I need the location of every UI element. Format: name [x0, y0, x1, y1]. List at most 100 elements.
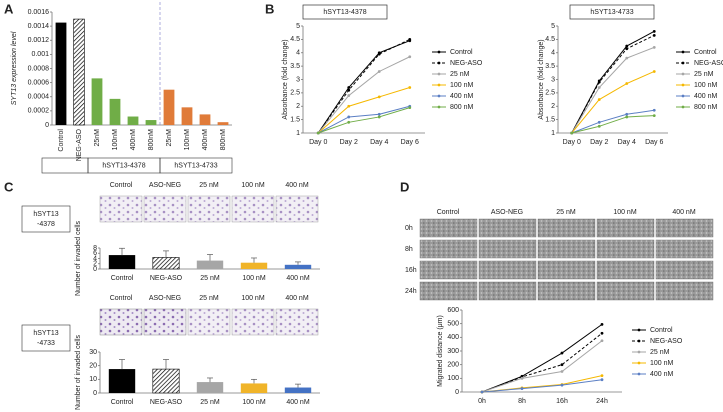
point: [347, 94, 351, 97]
y-tick-label: 0: [45, 122, 49, 129]
point: [560, 351, 564, 355]
image-header: Control: [110, 295, 133, 302]
y-tick-label: 6: [93, 250, 97, 257]
x-tick-label: Day 4: [618, 139, 636, 146]
x-tick-label: Day 6: [645, 139, 663, 146]
bar: [284, 264, 312, 269]
legend-marker: [681, 72, 685, 76]
point: [377, 70, 381, 73]
point: [347, 86, 351, 89]
point: [377, 52, 381, 56]
point: [600, 331, 604, 335]
wound-image: [655, 218, 714, 238]
image-header: 400 nM: [285, 295, 309, 302]
point: [377, 95, 381, 99]
x-tick-label: Day 4: [370, 139, 388, 146]
panel-label: A: [4, 1, 14, 16]
bar: [152, 257, 180, 270]
series-line: [318, 107, 410, 134]
y-tick-label: 5: [296, 23, 300, 30]
bar: [240, 383, 268, 393]
wound-image: [655, 281, 714, 301]
y-tick-label: 200: [447, 362, 459, 369]
point: [597, 98, 601, 101]
series-line: [318, 105, 410, 134]
bar: [196, 382, 224, 393]
y-tick-label: 4: [296, 50, 300, 57]
legend-label: 100 nM: [650, 360, 674, 367]
legend-label: 25 nM: [450, 71, 470, 78]
legend-label: Control: [650, 327, 673, 334]
legend-label: 400 nM: [650, 371, 674, 378]
point: [652, 114, 656, 118]
image-header: 100 nM: [241, 295, 265, 302]
legend-marker: [681, 94, 685, 98]
point: [652, 29, 656, 33]
group-box: [159, 157, 233, 174]
group-label: hSYT13-4378: [102, 162, 145, 169]
y-tick-label: 0.0014: [28, 23, 50, 30]
y-tick-label: 5: [551, 23, 555, 30]
y-tick-label: 3.5: [545, 63, 555, 70]
wound-image: [478, 239, 537, 259]
wound-image: [596, 260, 655, 280]
chart-title: hSYT13-4733: [590, 9, 633, 16]
point: [600, 339, 604, 343]
wound-image: [478, 281, 537, 301]
image-header: 100 nM: [241, 182, 265, 189]
y-tick-label: 0.0004: [28, 94, 50, 101]
bar: [55, 22, 67, 125]
legend-label: NEG-ASO: [450, 60, 483, 67]
y-axis-label: Number of invaded cells: [75, 220, 82, 296]
wound-image: [537, 239, 596, 259]
micrograph: [143, 195, 187, 223]
micrograph: [99, 195, 143, 223]
point: [625, 44, 629, 48]
legend-marker: [681, 83, 685, 87]
legend-label: NEG-ASO: [650, 338, 683, 345]
bar: [91, 78, 103, 125]
bar: [108, 255, 136, 269]
x-tick-label: 400 nM: [286, 275, 310, 282]
point: [316, 131, 320, 135]
y-tick-label: 100: [447, 375, 459, 382]
x-tick-label: NEG-ASO: [76, 128, 83, 161]
point: [408, 37, 412, 41]
x-tick-label: 400 nM: [286, 399, 310, 406]
y-tick-label: 0: [93, 266, 97, 273]
chart-title: hSYT13-4378: [323, 9, 366, 16]
legend-label: Control: [450, 49, 473, 56]
y-tick-label: 2.5: [290, 90, 300, 97]
wound-image: [419, 281, 478, 301]
x-tick-label: Day 6: [401, 139, 419, 146]
image-header: Control: [110, 182, 133, 189]
cell-line-box: [21, 205, 71, 233]
point: [377, 112, 381, 116]
legend-label: NEG-ASO: [694, 60, 723, 67]
x-tick-label: 16h: [556, 398, 568, 405]
y-axis-label: Absorbance (fold change): [282, 39, 289, 119]
image-header: 400 nM: [672, 209, 696, 216]
series-line: [571, 34, 655, 134]
y-tick-label: 0.0012: [28, 37, 50, 44]
series-line: [571, 115, 655, 134]
legend-marker: [437, 105, 441, 109]
point: [600, 378, 604, 382]
point: [570, 131, 574, 135]
point: [600, 374, 604, 377]
y-tick-label: 8: [93, 245, 97, 252]
legend-marker: [637, 372, 641, 376]
x-tick-label: Control: [58, 129, 65, 152]
cell-line-label: -4733: [37, 340, 55, 347]
bar: [152, 368, 180, 394]
y-tick-label: 0.0002: [28, 108, 50, 115]
legend-label: 800 nM: [694, 104, 718, 111]
point: [625, 47, 629, 51]
x-tick-label: 400nM: [202, 129, 209, 151]
point: [597, 80, 601, 84]
point: [520, 376, 524, 380]
y-tick-label: 300: [447, 348, 459, 355]
bar: [284, 387, 312, 393]
series-line: [317, 38, 410, 134]
title-box: [302, 4, 388, 20]
